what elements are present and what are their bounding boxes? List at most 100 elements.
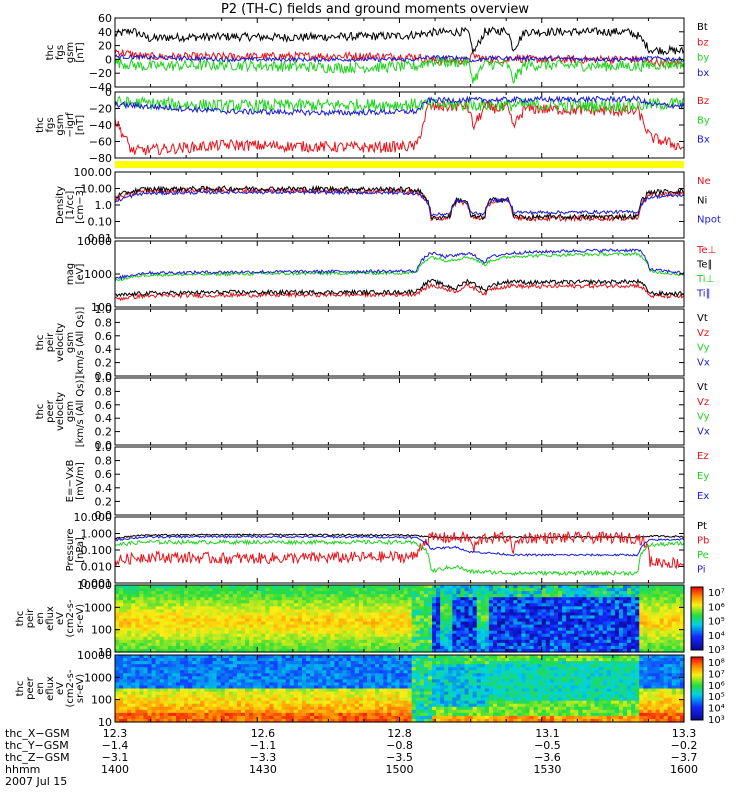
heatmap-cell [273, 639, 279, 644]
heatmap-cell [403, 624, 409, 629]
heatmap-cell [460, 645, 466, 650]
heatmap-cell [175, 691, 181, 696]
heatmap-cell [310, 618, 315, 623]
heatmap-cell [655, 594, 661, 598]
heatmap-cell [143, 606, 149, 610]
heatmap-cell [350, 591, 356, 595]
heatmap-cell [135, 630, 140, 635]
fgs_gsm_model-ylabel-line: fgs [45, 117, 56, 132]
heatmap-cell [663, 606, 669, 610]
heatmap-cell [147, 609, 153, 614]
heatmap-cell [436, 645, 441, 650]
heatmap-cell [192, 597, 197, 601]
heatmap-cell [618, 615, 624, 620]
heatmap-cell [289, 712, 295, 717]
heatmap-cell [196, 676, 201, 680]
heatmap-cell [285, 655, 291, 659]
heatmap-cell [606, 648, 612, 653]
heatmap-cell [537, 645, 543, 650]
heatmap-cell [273, 658, 279, 662]
heatmap-cell [184, 658, 189, 662]
heatmap-cell [570, 597, 575, 601]
heatmap-cell [253, 670, 258, 674]
heatmap-cell [484, 588, 490, 592]
heatmap-cell [334, 600, 340, 604]
heatmap-cell [143, 712, 149, 717]
heatmap-cell [277, 658, 283, 662]
heatmap-cell [460, 636, 466, 641]
heatmap-cell [139, 715, 145, 720]
heatmap-cell [614, 615, 620, 620]
heatmap-cell [350, 691, 356, 696]
heatmap-cell [358, 655, 364, 659]
heatmap-cell [192, 667, 197, 671]
heatmap-cell [395, 633, 401, 638]
heatmap-cell [163, 712, 169, 717]
heatmap-cell [216, 594, 222, 598]
heatmap-cell [549, 630, 555, 635]
heatmap-cell [562, 627, 567, 632]
heatmap-cell [224, 667, 230, 671]
heatmap-cell [301, 706, 307, 711]
efield-ytick-label: 0.2 [95, 495, 113, 508]
heatmap-cell [249, 648, 254, 653]
heatmap-cell [265, 618, 271, 623]
heatmap-cell [631, 612, 636, 617]
heatmap-cell [159, 585, 165, 589]
heatmap-cell [212, 679, 218, 684]
heatmap-cell [497, 645, 502, 650]
heatmap-cell [155, 615, 161, 620]
heatmap-cell [549, 597, 555, 601]
heatmap-cell [452, 615, 457, 620]
heatmap-cell [330, 591, 336, 595]
heatmap-cell [675, 606, 681, 610]
heatmap-cell [476, 606, 482, 610]
heatmap-cell [200, 618, 206, 623]
peir_spectrogram-colorbar [690, 586, 704, 651]
heatmap-cell [411, 645, 417, 650]
heatmap-cell [261, 594, 266, 598]
heatmap-cell [236, 648, 242, 653]
heatmap-cell [322, 688, 327, 693]
heatmap-cell [310, 703, 315, 708]
heatmap-cell [273, 685, 279, 690]
heatmap-cell [236, 588, 242, 592]
heatmap-cell [240, 664, 246, 668]
heatmap-cell [289, 676, 295, 680]
heatmap-cell [407, 630, 413, 635]
heatmap-cell [602, 630, 608, 635]
heatmap-cell [257, 703, 262, 708]
heatmap-cell [200, 636, 206, 641]
heatmap-cell [196, 682, 201, 687]
fgs_gsm_model-ylabel-line: −igrf [65, 112, 76, 138]
heatmap-cell [310, 661, 315, 665]
heatmap-cell [188, 670, 193, 674]
heatmap-cell [618, 594, 624, 598]
heatmap-cell [635, 621, 640, 626]
heatmap-cell [200, 694, 206, 699]
heatmap-cell [196, 606, 201, 610]
heatmap-cell [525, 597, 531, 601]
legend-fgs_gsm-0: Bt [697, 22, 708, 33]
peir_spectrogram-colorbar-seg [691, 623, 703, 626]
heatmap-cell [293, 709, 299, 714]
heatmap-cell [155, 676, 161, 680]
heatmap-cell [200, 655, 206, 659]
heatmap-cell [257, 645, 262, 650]
heatmap-cell [436, 639, 441, 644]
heatmap-cell [293, 700, 299, 705]
heatmap-cell [228, 670, 234, 674]
heatmap-cell [135, 648, 140, 653]
heatmap-cell [240, 627, 246, 632]
heatmap-cell [655, 639, 661, 644]
heatmap-cell [175, 624, 181, 629]
heatmap-cell [582, 624, 588, 629]
heatmap-cell [362, 594, 368, 598]
heatmap-cell [452, 606, 457, 610]
heatmap-peer_spectrogram [115, 655, 685, 723]
heatmap-cell [334, 615, 340, 620]
heatmap-cell [330, 612, 336, 617]
heatmap-cell [285, 688, 291, 693]
heatmap-cell [334, 676, 340, 680]
heatmap-cell [269, 688, 275, 693]
